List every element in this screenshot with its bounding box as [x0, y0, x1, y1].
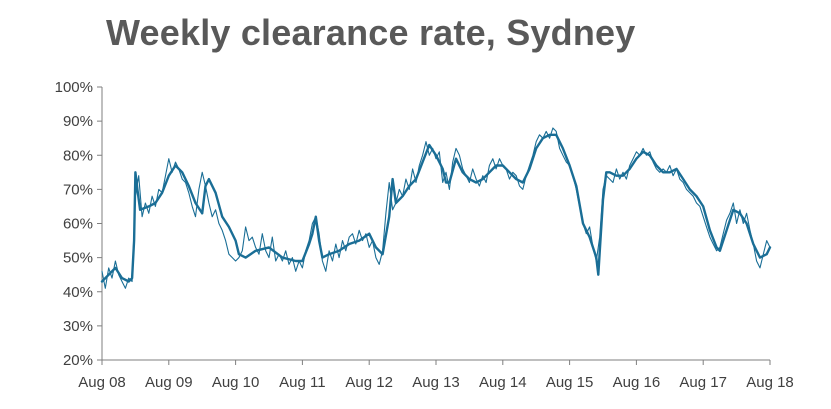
y-axis: 20% 30% 40% 50% 60% 70% 80% 90% 100%	[55, 79, 103, 369]
x-axis: Aug 08 Aug 09 Aug 10 Aug 11 Aug 12 Aug 13 Aug …	[78, 359, 794, 391]
x-tick-label: Aug 10	[212, 374, 260, 391]
y-tick-label: 40%	[63, 284, 93, 301]
y-tick-label: 80%	[63, 147, 93, 164]
x-tick-label: Aug 08	[78, 374, 126, 391]
series-line-thick	[100, 133, 772, 283]
x-tick-label: Aug 15	[546, 374, 594, 391]
x-tick-label: Aug 18	[746, 374, 794, 391]
chart-title: Weekly clearance rate, Sydney	[106, 12, 636, 53]
series-lines	[100, 127, 772, 289]
y-tick-label: 90%	[63, 113, 93, 130]
x-tick-label: Aug 17	[679, 374, 727, 391]
y-tick-label: 50%	[63, 250, 93, 267]
y-tick-label: 30%	[63, 318, 93, 335]
y-tick-label: 20%	[63, 352, 93, 369]
x-tick-label: Aug 11	[279, 374, 325, 391]
x-tick-label: Aug 13	[412, 374, 460, 391]
x-tick-label: Aug 09	[145, 374, 193, 391]
y-tick-label: 70%	[63, 181, 93, 198]
x-tick-label: Aug 14	[479, 374, 527, 391]
series-line-thin	[101, 127, 771, 289]
x-tick-label: Aug 16	[613, 374, 661, 391]
y-tick-label: 100%	[55, 79, 93, 96]
x-tick-label: Aug 12	[345, 374, 393, 391]
y-tick-label: 60%	[63, 216, 93, 233]
